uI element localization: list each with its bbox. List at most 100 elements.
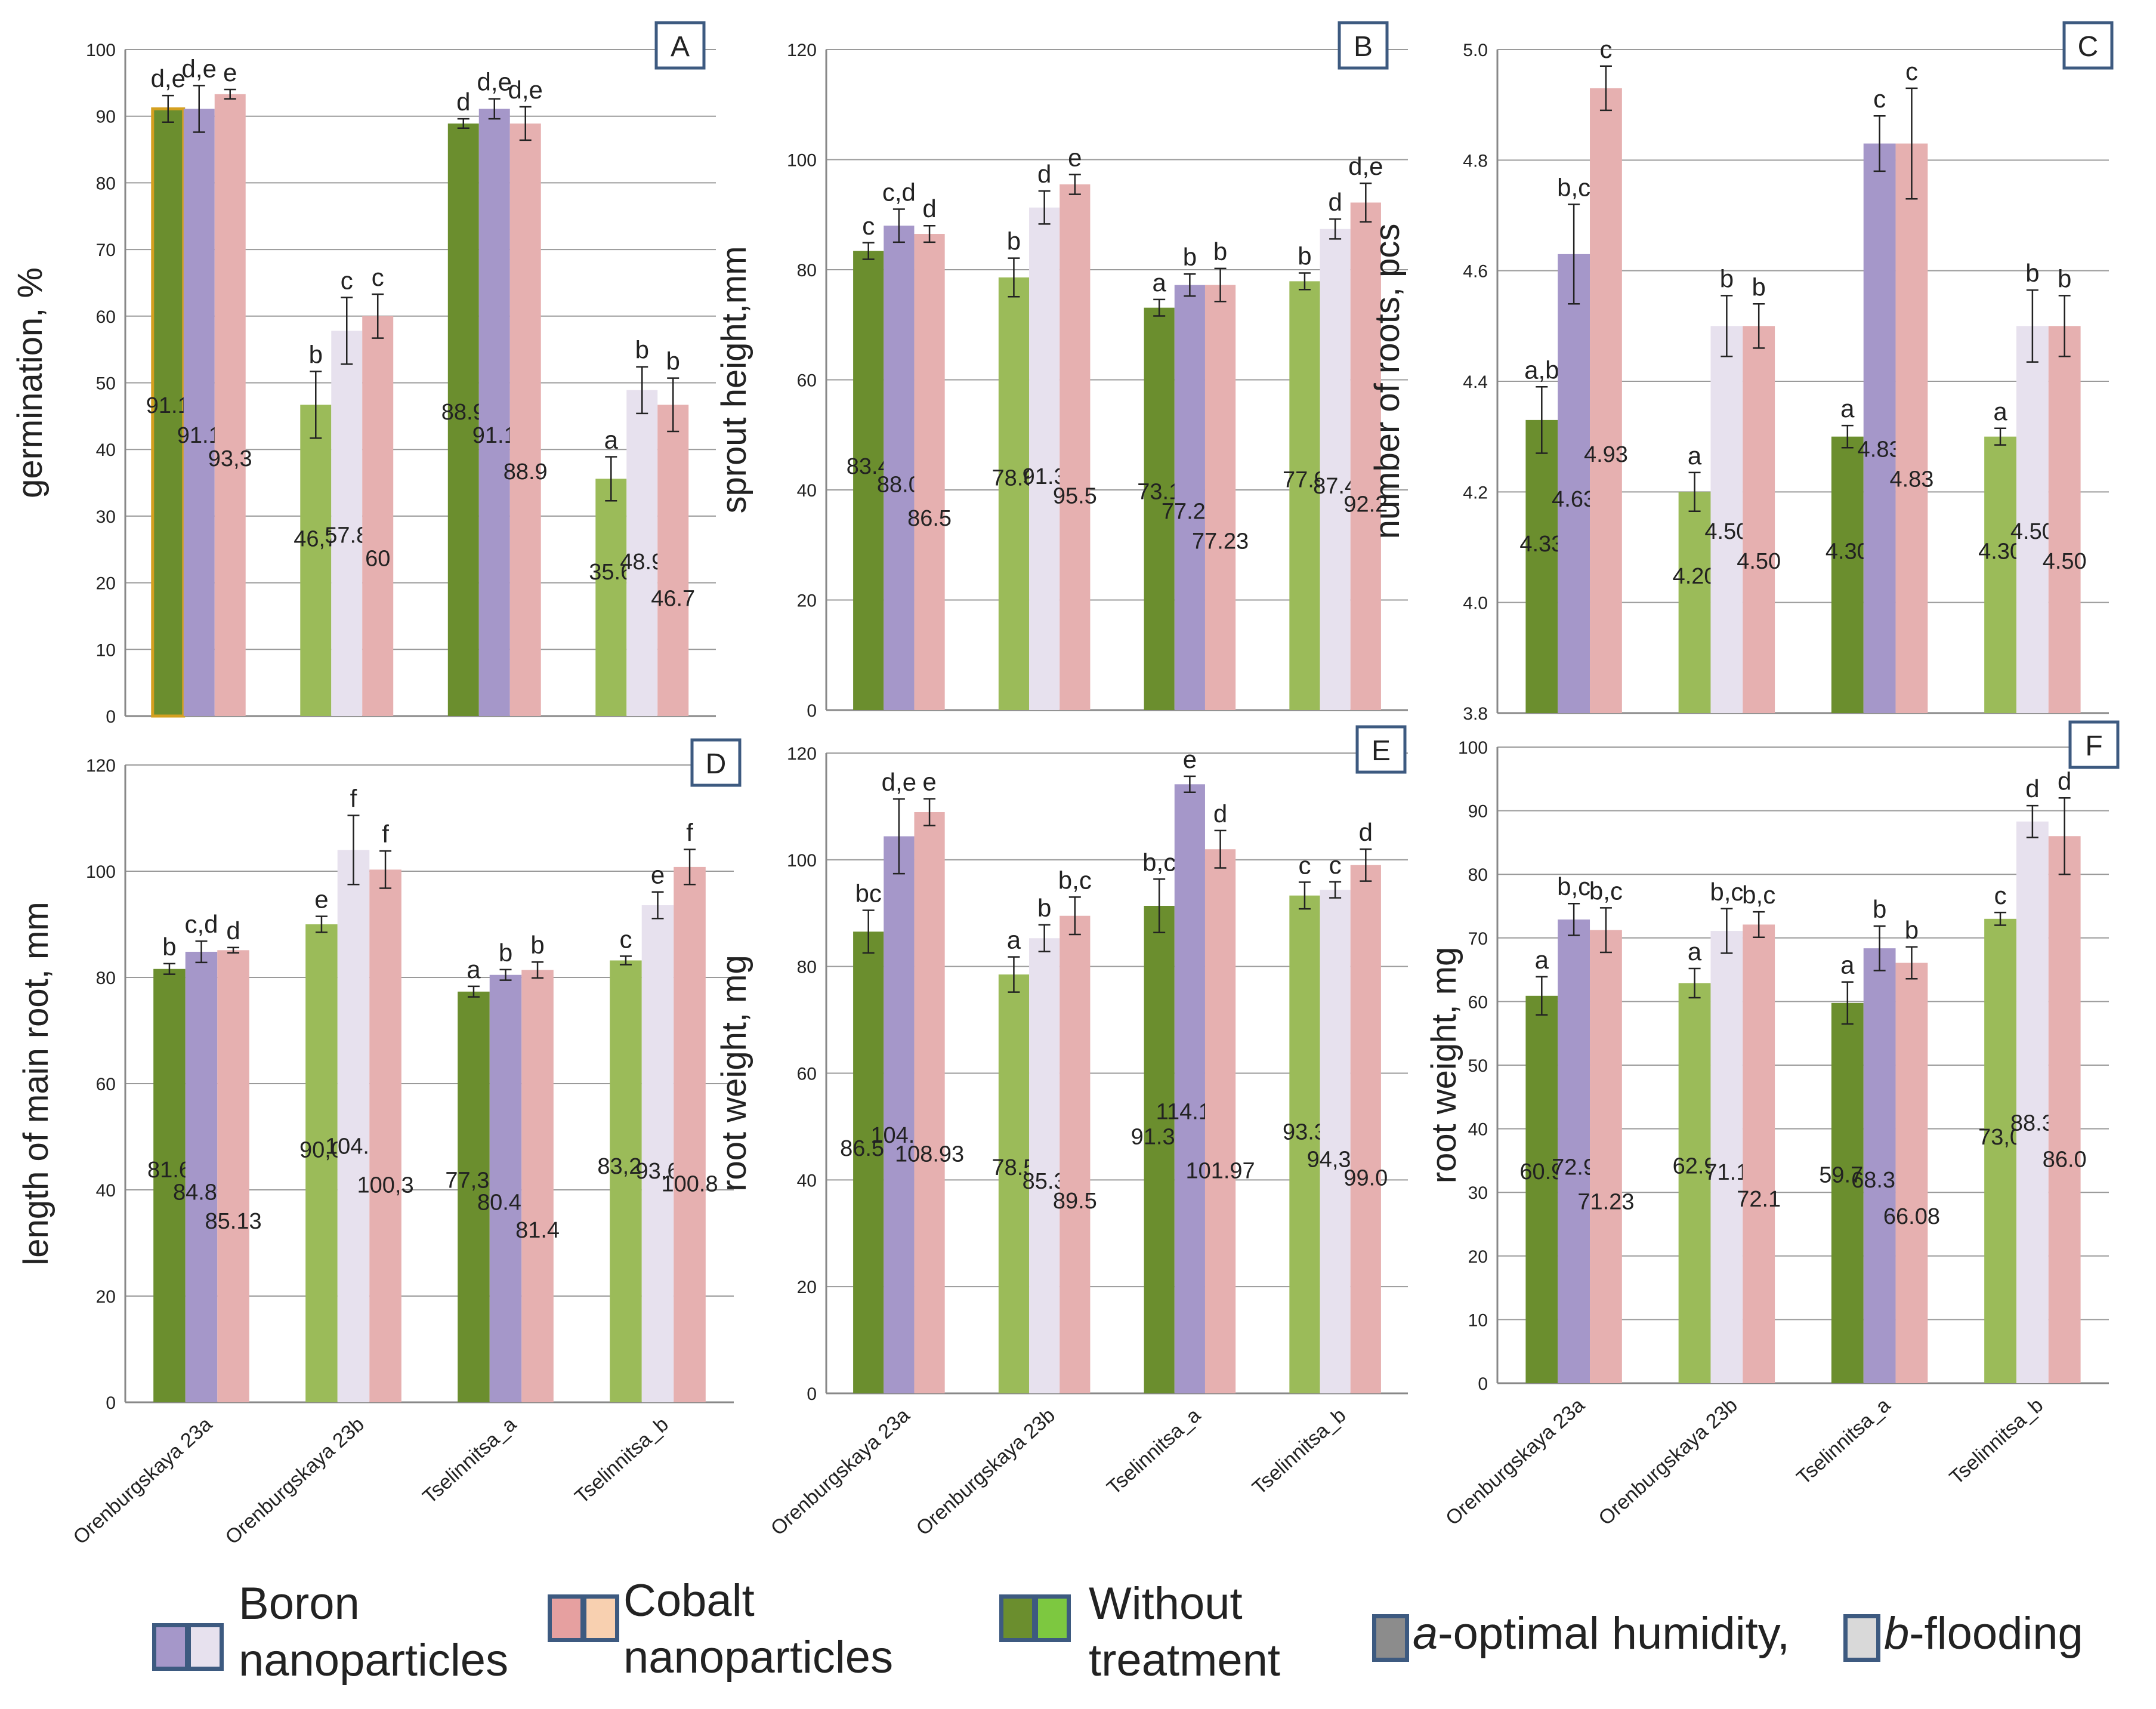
data-label: 35.6: [589, 560, 633, 585]
y-tick-label: 4.2: [1463, 483, 1488, 502]
bar-boron-2: [489, 974, 522, 1402]
x-tick-label: Orenburgskaya 23a: [69, 1413, 216, 1549]
x-tick-label: Orenburgskaya 23b: [221, 1413, 368, 1549]
significance-letter: c: [619, 925, 632, 953]
bar-without-2: [1831, 436, 1864, 713]
panel-label: D: [706, 748, 727, 780]
data-label: 77.9: [1283, 468, 1327, 493]
bar-without-1: [998, 974, 1030, 1393]
bar-cobalt-2: [1204, 849, 1236, 1393]
significance-letter: f: [686, 819, 693, 847]
data-label: 87.4: [1313, 474, 1357, 499]
bar-without-1: [1678, 983, 1711, 1383]
significance-letter: b: [499, 939, 512, 967]
data-label: 93.6: [636, 1159, 680, 1184]
y-axis-label: root weight, mg: [715, 955, 753, 1192]
y-tick-label: 70: [96, 240, 116, 260]
y-axis-label: length of main root, mm: [17, 902, 55, 1265]
significance-letter: a: [1153, 269, 1167, 297]
panel-label: B: [1354, 31, 1373, 63]
y-tick-label: 120: [86, 756, 116, 776]
y-tick-label: 40: [96, 1181, 116, 1201]
significance-letter: a: [1688, 937, 1702, 965]
data-label: 90,0: [299, 1138, 344, 1163]
bar-without-0: [153, 968, 186, 1402]
significance-letter: b,c: [1557, 173, 1590, 201]
significance-letter: b,c: [1142, 848, 1176, 876]
significance-letter: d: [922, 195, 936, 223]
bar-boron-1: [1710, 931, 1743, 1383]
data-label: 4.50: [2043, 549, 2087, 574]
significance-letter: d,e: [882, 768, 916, 796]
significance-letter: b: [162, 933, 176, 961]
y-tick-label: 20: [797, 591, 817, 611]
bar-cobalt-1: [362, 316, 394, 716]
significance-letter: b: [635, 336, 649, 364]
bar-cobalt-1: [369, 869, 401, 1402]
data-label: 86.5: [907, 506, 952, 531]
data-label: 81.4: [515, 1218, 560, 1243]
data-label: 86.0: [2043, 1147, 2087, 1172]
data-label: 88.9: [441, 400, 486, 425]
y-tick-label: 0: [106, 707, 116, 727]
bar-cobalt-3: [674, 866, 706, 1402]
panel-label: A: [671, 31, 690, 63]
significance-letter: f: [382, 820, 389, 848]
significance-letter: b: [1183, 243, 1197, 271]
data-label: 4.83: [1858, 437, 1902, 462]
significance-letter: d: [1037, 160, 1051, 188]
x-tick-label: Tselinnitsa_b: [1248, 1404, 1351, 1500]
significance-letter: d: [456, 88, 470, 116]
legend-humidity-text: -optimal humidity,: [1438, 1608, 1790, 1659]
y-tick-label: 100: [787, 151, 817, 171]
data-label: 95.5: [1053, 484, 1097, 509]
bar-boron-0: [1558, 919, 1590, 1383]
x-tick-label: Tselinnitsa_b: [570, 1413, 673, 1509]
data-label: 91.1: [177, 423, 221, 448]
significance-letter: d: [2058, 767, 2071, 795]
significance-letter: c,d: [882, 178, 916, 206]
y-tick-label: 50: [96, 374, 116, 394]
x-tick-label: Orenburgskaya 23a: [767, 1404, 914, 1540]
bar-without-2: [1144, 905, 1175, 1393]
data-label: 57.8: [325, 523, 369, 548]
bar-cobalt-1: [1743, 326, 1775, 713]
bar-boron-0: [183, 109, 215, 717]
panel-label-box: [2062, 21, 2114, 70]
significance-letter: e: [922, 768, 936, 796]
panel-label-box: [690, 738, 742, 787]
significance-letter: b: [1720, 264, 1734, 292]
data-label: 46,7: [294, 526, 338, 551]
data-label: 91.1: [472, 423, 517, 448]
bar-boron-3: [626, 390, 658, 716]
bar-cobalt-0: [1590, 88, 1622, 713]
significance-letter: c: [1873, 85, 1886, 113]
data-label: 4.30: [1978, 539, 2022, 564]
significance-letter: b: [1007, 227, 1021, 255]
data-label: 91.1: [146, 393, 190, 418]
y-tick-label: 50: [1468, 1056, 1488, 1076]
significance-letter: c: [1994, 881, 2007, 909]
significance-letter: d,e: [508, 76, 543, 104]
significance-letter: c: [1298, 851, 1311, 879]
y-tick-label: 100: [86, 41, 116, 60]
y-tick-label: 100: [1458, 738, 1488, 758]
bar-cobalt-1: [1743, 924, 1775, 1383]
bar-boron-1: [337, 850, 370, 1402]
y-tick-label: 100: [86, 862, 116, 882]
data-label: 92.2: [1343, 492, 1388, 517]
y-tick-label: 40: [797, 1171, 817, 1190]
data-label: 4.63: [1552, 487, 1596, 512]
data-label: 60.9: [1519, 1159, 1564, 1184]
bar-cobalt-3: [2048, 326, 2081, 713]
bar-boron-3: [1320, 229, 1351, 710]
significance-letter: b: [1298, 242, 1311, 270]
data-label: 4.50: [2010, 519, 2055, 544]
significance-letter: a: [1688, 442, 1702, 470]
significance-letter: d: [2025, 775, 2039, 803]
data-label: 88.3: [2010, 1110, 2055, 1136]
bar-cobalt-0: [217, 950, 249, 1402]
legend-swatch-boron-a: [152, 1623, 189, 1671]
bar-without-0: [1525, 419, 1558, 713]
